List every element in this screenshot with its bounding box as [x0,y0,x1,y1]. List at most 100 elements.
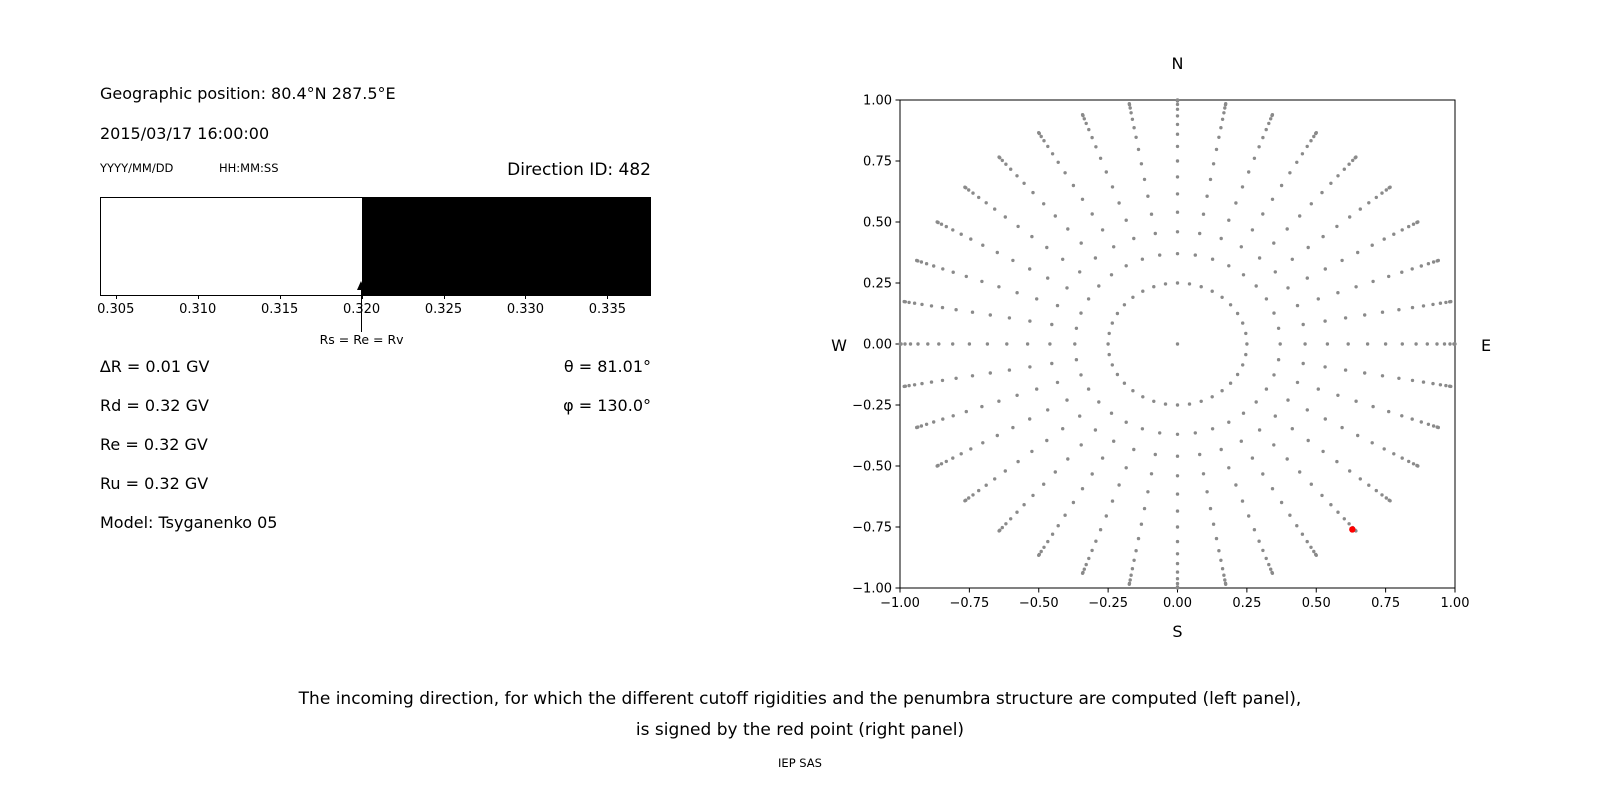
direction-dot [1261,548,1265,553]
direction-dot [1131,389,1135,393]
direction-dot [1201,472,1206,476]
direction-dot [951,456,955,460]
direction-dot [1124,466,1128,470]
direction-dot [1073,342,1077,346]
direction-dot [1087,556,1091,561]
rd-line: Rd = 0.32 GV [100,396,209,415]
direction-dot [1416,220,1420,224]
y-tick-label: 0.00 [863,338,892,353]
direction-dot [1286,286,1290,290]
direction-dot [1074,326,1079,330]
direction-dot [1400,342,1404,346]
direction-dot [967,188,971,192]
direction-dot [1175,474,1180,478]
direction-dot [1436,258,1440,263]
direction-dot [903,342,907,346]
direction-dot [1363,371,1367,375]
direction-dot [1065,398,1069,402]
direction-dot [1342,517,1346,521]
direction-dot [907,300,911,305]
direction-dot [1228,381,1233,385]
direction-dot [941,267,945,271]
direction-dot [1397,376,1401,380]
direction-dot [1098,528,1103,532]
penumbra-tick [197,295,199,299]
y-tick-label: −0.50 [852,460,892,475]
direction-dot [1336,291,1340,295]
direction-dot [1241,363,1245,367]
direction-dot [1270,571,1275,575]
direction-dot [964,274,968,279]
direction-dot [1004,522,1008,526]
direction-dot [1131,295,1135,299]
direction-dot [1109,273,1114,277]
direction-dot [1367,483,1371,487]
direction-dot [1028,365,1032,369]
penumbra-tick [361,295,363,299]
direction-dot [1005,342,1009,346]
direction-dot [969,447,973,451]
direction-dot [1022,181,1026,185]
direction-dot [1009,517,1013,521]
direction-dot [1053,214,1057,218]
direction-dot [1449,384,1453,389]
direction-dot [939,462,944,466]
direction-dot [1082,567,1086,571]
direction-dot [1388,185,1392,189]
direction-dot [1241,411,1246,415]
direction-dot [902,299,906,304]
direction-dot [1388,499,1392,503]
direction-dot [1254,400,1258,404]
direction-dot [1109,411,1114,415]
direction-dot [997,285,1001,289]
direction-dot [1234,483,1238,487]
direction-dot [907,383,911,388]
direction-dot [1222,573,1226,577]
direction-dot [1110,363,1114,367]
direction-dot [1082,117,1086,121]
direction-dot [1285,227,1289,231]
direction-dot [1240,185,1245,189]
direction-dot [1042,482,1046,486]
direction-dot [1356,250,1360,255]
direction-dot [941,417,945,421]
direction-dot [1124,218,1128,222]
direction-dot [1254,284,1258,288]
direction-dot [1387,274,1391,279]
direction-dot [1003,469,1007,473]
direction-dot [1380,310,1385,314]
direction-dot [1270,197,1275,201]
direction-dot [1128,578,1132,582]
direction-dot [1220,117,1225,122]
direction-dot [1410,267,1414,271]
direction-dot [1316,297,1320,301]
direction-dot [919,260,924,264]
direction-dot [1400,456,1404,460]
direction-dot [1392,232,1396,236]
direction-dot [1306,245,1310,250]
direction-dot [916,342,920,346]
direction-dot [1257,428,1262,432]
direction-dot [1309,482,1313,486]
direction-dot [1039,134,1043,139]
direction-dot [1288,513,1292,517]
direction-dot [1320,493,1324,498]
direction-dot [1309,139,1313,143]
axis-label-north: N [1171,54,1184,73]
direction-id: Direction ID: 482 [507,160,651,180]
direction-dot [1048,342,1052,346]
direction-dot [1110,321,1114,325]
direction-dot [1358,477,1362,481]
direction-dot [1240,499,1245,503]
direction-dot [1198,231,1202,236]
direction-dot [1028,319,1032,323]
direction-dot [1219,236,1223,241]
direction-dot [1022,503,1026,507]
direction-dot [1382,447,1386,451]
direction-dot [1431,424,1436,428]
direction-dot [1146,194,1150,198]
direction-dot [935,220,939,224]
direction-dot [1264,127,1268,132]
geographic-position: Geographic position: 80.4°N 287.5°E [100,84,396,103]
direction-dot [1055,380,1060,385]
